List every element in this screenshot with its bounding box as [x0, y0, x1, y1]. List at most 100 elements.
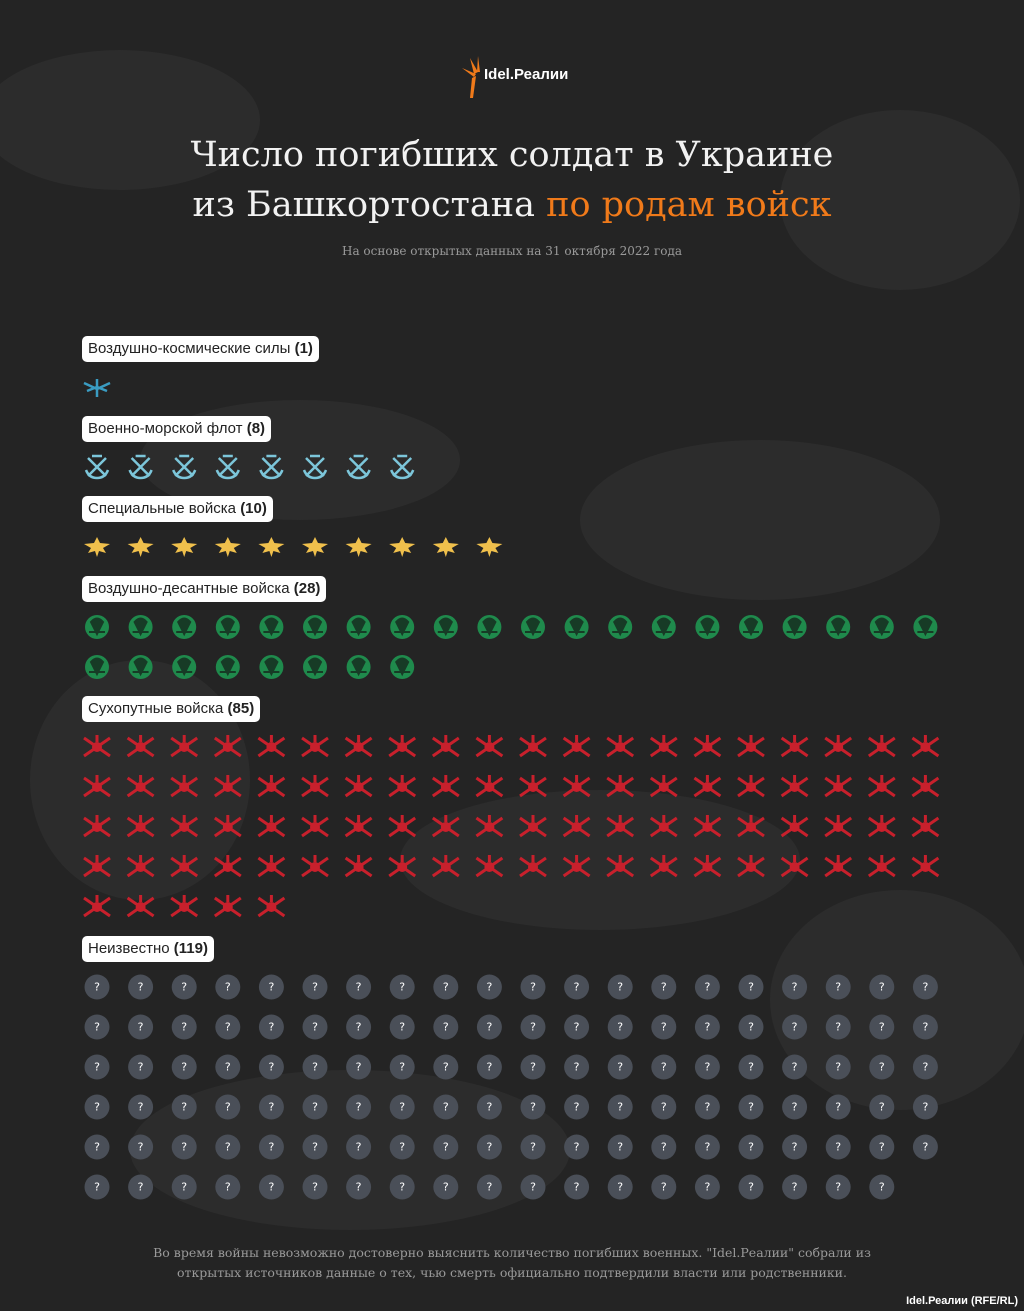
icon: ? [171, 1054, 197, 1080]
icon: ? [433, 1094, 459, 1120]
icon-symbol: ? [356, 1141, 362, 1154]
icon [913, 615, 938, 639]
icon-part [607, 1014, 633, 1040]
icon-symbol: ? [661, 1101, 667, 1114]
icon: ? [912, 1014, 938, 1040]
icon [519, 735, 547, 758]
icon-part [350, 657, 367, 677]
icon-part [222, 742, 233, 752]
icon [826, 615, 851, 639]
icon-symbol: ? [138, 1021, 144, 1034]
icon-part [135, 822, 146, 832]
icon-part [89, 657, 105, 677]
icon: ? [694, 1054, 720, 1080]
icon [475, 855, 504, 878]
icon-symbol: ? [399, 1141, 405, 1154]
icon-part [528, 782, 538, 792]
icon-part [869, 1054, 895, 1080]
icon-part [484, 742, 495, 752]
icon-part [258, 1094, 284, 1120]
icon-symbol: ? [94, 1181, 100, 1194]
icon-symbol: ? [399, 1061, 405, 1074]
icon: ? [825, 1054, 851, 1080]
icon-part [127, 537, 154, 557]
icon-part [346, 1174, 372, 1200]
icon-part [84, 454, 110, 480]
icon [170, 815, 199, 838]
icon-part [346, 454, 371, 480]
icon: ? [912, 1054, 938, 1080]
icon: ? [607, 974, 633, 1000]
icon [824, 815, 853, 838]
icon-part [394, 657, 411, 677]
icon-symbol: ? [574, 1181, 580, 1194]
icon-symbol: ? [443, 1141, 449, 1154]
icon-part [912, 1134, 938, 1160]
icon [346, 615, 371, 639]
icon-part [876, 862, 887, 872]
icon [83, 895, 111, 918]
icon [126, 855, 155, 878]
icon-part [390, 454, 415, 480]
icon: ? [258, 974, 284, 1000]
icon: ? [389, 1054, 415, 1080]
icon [780, 775, 809, 798]
icon-symbol: ? [661, 1181, 667, 1194]
icon: ? [912, 1094, 938, 1120]
footnote: Во время войны невозможно достоверно выя… [153, 1245, 871, 1280]
icon [475, 815, 504, 838]
icon-symbol: ? [181, 1181, 187, 1194]
icon-part [912, 1054, 938, 1080]
icon [346, 454, 371, 480]
icon-part [397, 782, 408, 792]
icon [867, 735, 896, 758]
icon-part [389, 1174, 415, 1200]
icon: ? [694, 1014, 720, 1040]
icon: ? [215, 1094, 241, 1120]
icon [170, 735, 199, 758]
icon-symbol: ? [530, 1021, 536, 1034]
icon [433, 615, 458, 639]
series-name: Сухопутные войска [88, 700, 224, 717]
icon-part [825, 974, 851, 1000]
icon-symbol: ? [181, 981, 187, 994]
icon [695, 615, 720, 639]
icon-symbol: ? [879, 1141, 885, 1154]
icon-symbol: ? [835, 1141, 841, 1154]
icon-symbol: ? [181, 1061, 187, 1074]
icon-part [397, 862, 408, 872]
icon-part [789, 782, 800, 792]
icon: ? [651, 1134, 677, 1160]
icon-part [302, 1134, 328, 1160]
icon [562, 815, 591, 838]
icon-part [84, 537, 110, 557]
icon-symbol: ? [312, 1181, 318, 1194]
icon-part [353, 742, 364, 752]
icon-part [833, 782, 844, 792]
icon-part [171, 1094, 197, 1120]
icon [390, 655, 415, 679]
icon-part [310, 782, 320, 792]
icon-part [433, 1094, 459, 1120]
icon-symbol: ? [792, 1181, 798, 1194]
icon-part [215, 974, 241, 1000]
icon-symbol: ? [138, 1181, 144, 1194]
icon-part [92, 862, 102, 872]
icon-part [484, 862, 495, 872]
icon-part [658, 782, 669, 792]
icon-symbol: ? [94, 1101, 100, 1114]
icon [606, 735, 635, 758]
icon-part [694, 1094, 720, 1120]
icon [259, 454, 284, 480]
icon [476, 537, 503, 557]
icon [258, 537, 285, 557]
icon-part [179, 742, 190, 752]
icon-symbol: ? [356, 1101, 362, 1114]
icon: ? [564, 1014, 590, 1040]
icon [649, 855, 678, 878]
icon-part [440, 782, 451, 792]
icon [259, 655, 284, 679]
icon-part [353, 862, 364, 872]
icon-part [520, 1054, 546, 1080]
icon-symbol: ? [922, 1061, 928, 1074]
